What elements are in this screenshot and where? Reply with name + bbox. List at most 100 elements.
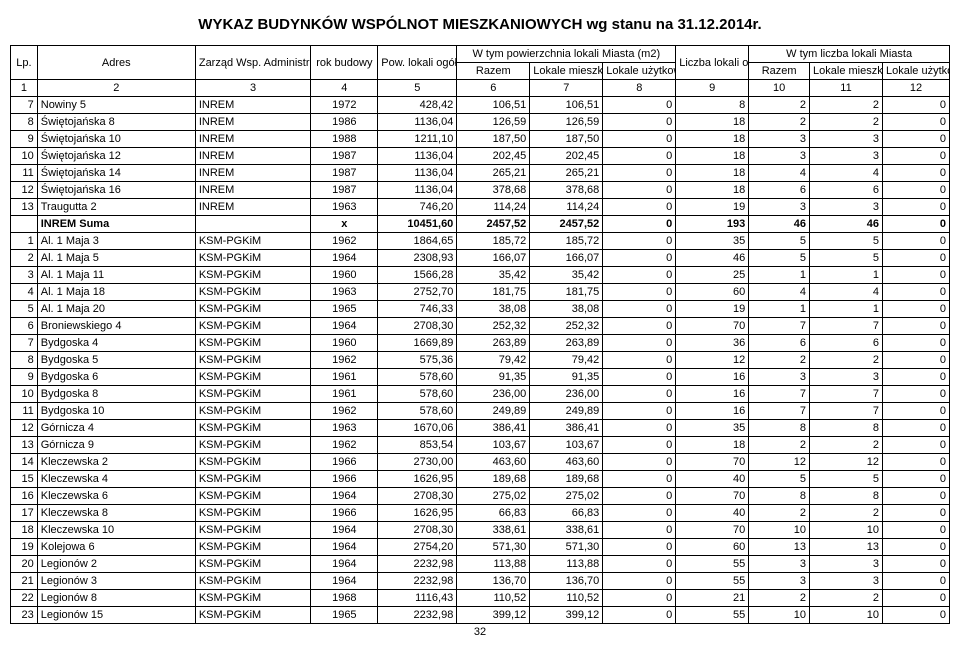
cell-zarz: KSM-PGKiM <box>195 403 311 420</box>
th-n7: 7 <box>530 80 603 97</box>
cell-lm2: 6 <box>810 335 883 352</box>
cell-lp: 10 <box>11 386 38 403</box>
table-row: 11Świętojańska 14INREM19871136,04265,212… <box>11 165 950 182</box>
table-row: 7Nowiny 5INREM1972428,42106,51106,510822… <box>11 97 950 114</box>
th-g2-razem: Razem <box>749 63 810 80</box>
cell-lm1: 103,67 <box>530 437 603 454</box>
cell-pow: 1136,04 <box>378 114 457 131</box>
cell-adres: Al. 1 Maja 3 <box>37 233 195 250</box>
cell-lu1: 0 <box>603 590 676 607</box>
table-row: 12Górnicza 4KSM-PGKiM19631670,06386,4138… <box>11 420 950 437</box>
cell-lm1: 106,51 <box>530 97 603 114</box>
cell-r2: 5 <box>749 250 810 267</box>
cell-lo: 70 <box>676 488 749 505</box>
cell-pow: 746,20 <box>378 199 457 216</box>
cell-lp: 12 <box>11 420 38 437</box>
cell-r2: 6 <box>749 182 810 199</box>
cell-lm2: 10 <box>810 522 883 539</box>
th-group1: W tym powierzchnia lokali Miasta (m2) <box>457 46 676 63</box>
cell-lm2: 2 <box>810 114 883 131</box>
cell-lp: 2 <box>11 250 38 267</box>
page-number: 32 <box>10 626 950 638</box>
cell-rok: 1960 <box>311 335 378 352</box>
cell-rok: 1987 <box>311 182 378 199</box>
cell-zarz: KSM-PGKiM <box>195 539 311 556</box>
table-row: 2Al. 1 Maja 5KSM-PGKiM19642308,93166,071… <box>11 250 950 267</box>
cell-lu2: 0 <box>882 471 949 488</box>
cell-lp: 12 <box>11 182 38 199</box>
cell-lu1: 0 <box>603 454 676 471</box>
cell-zarz: KSM-PGKiM <box>195 318 311 335</box>
cell-lu2: 0 <box>882 233 949 250</box>
cell-adres: Broniewskiego 4 <box>37 318 195 335</box>
cell-lu1: 0 <box>603 284 676 301</box>
cell-lu2: 0 <box>882 505 949 522</box>
cell-lp: 8 <box>11 114 38 131</box>
table-row: INREM Sumax10451,602457,522457,520193464… <box>11 216 950 233</box>
cell-rok: 1961 <box>311 369 378 386</box>
cell-lm1: 252,32 <box>530 318 603 335</box>
cell-adres: Kolejowa 6 <box>37 539 195 556</box>
cell-lm2: 2 <box>810 352 883 369</box>
cell-lm1: 185,72 <box>530 233 603 250</box>
cell-r2: 3 <box>749 199 810 216</box>
cell-lm1: 236,00 <box>530 386 603 403</box>
cell-r1: 463,60 <box>457 454 530 471</box>
cell-rok: 1962 <box>311 437 378 454</box>
cell-lm2: 3 <box>810 199 883 216</box>
table-row: 5Al. 1 Maja 20KSM-PGKiM1965746,3338,0838… <box>11 301 950 318</box>
cell-lo: 18 <box>676 114 749 131</box>
cell-lu2: 0 <box>882 590 949 607</box>
cell-lu1: 0 <box>603 301 676 318</box>
cell-lm1: 399,12 <box>530 607 603 624</box>
cell-lo: 60 <box>676 539 749 556</box>
cell-zarz: KSM-PGKiM <box>195 301 311 318</box>
cell-lo: 25 <box>676 267 749 284</box>
cell-lu1: 0 <box>603 505 676 522</box>
cell-adres: Świętojańska 10 <box>37 131 195 148</box>
cell-rok: 1966 <box>311 505 378 522</box>
cell-adres: Kleczewska 8 <box>37 505 195 522</box>
cell-zarz: KSM-PGKiM <box>195 454 311 471</box>
table-row: 13Traugutta 2INREM1963746,20114,24114,24… <box>11 199 950 216</box>
cell-r1: 35,42 <box>457 267 530 284</box>
page-title: WYKAZ BUDYNKÓW WSPÓLNOT MIESZKANIOWYCH w… <box>10 16 950 33</box>
cell-lp: 10 <box>11 148 38 165</box>
table-row: 9Bydgoska 6KSM-PGKiM1961578,6091,3591,35… <box>11 369 950 386</box>
cell-lu2: 0 <box>882 284 949 301</box>
cell-lm2: 8 <box>810 488 883 505</box>
th-n6: 6 <box>457 80 530 97</box>
cell-lm2: 4 <box>810 165 883 182</box>
cell-lm2: 13 <box>810 539 883 556</box>
cell-zarz <box>195 216 311 233</box>
cell-adres: Kleczewska 4 <box>37 471 195 488</box>
cell-lm2: 7 <box>810 403 883 420</box>
cell-lu2: 0 <box>882 335 949 352</box>
cell-lu2: 0 <box>882 454 949 471</box>
cell-zarz: KSM-PGKiM <box>195 250 311 267</box>
cell-lo: 35 <box>676 233 749 250</box>
cell-lp: 13 <box>11 199 38 216</box>
cell-zarz: KSM-PGKiM <box>195 233 311 250</box>
cell-lu1: 0 <box>603 386 676 403</box>
cell-zarz: KSM-PGKiM <box>195 437 311 454</box>
cell-pow: 578,60 <box>378 403 457 420</box>
cell-lu1: 0 <box>603 352 676 369</box>
cell-zarz: KSM-PGKiM <box>195 505 311 522</box>
table-row: 15Kleczewska 4KSM-PGKiM19661626,95189,68… <box>11 471 950 488</box>
cell-lo: 35 <box>676 420 749 437</box>
cell-lu2: 0 <box>882 369 949 386</box>
cell-rok: 1962 <box>311 352 378 369</box>
cell-r2: 1 <box>749 301 810 318</box>
cell-lo: 19 <box>676 199 749 216</box>
cell-zarz: KSM-PGKiM <box>195 284 311 301</box>
th-n4: 4 <box>311 80 378 97</box>
cell-lp: 16 <box>11 488 38 505</box>
cell-r2: 7 <box>749 386 810 403</box>
table-body: 7Nowiny 5INREM1972428,42106,51106,510822… <box>11 97 950 624</box>
cell-pow: 1626,95 <box>378 505 457 522</box>
cell-lm2: 7 <box>810 318 883 335</box>
table-row: 18Kleczewska 10KSM-PGKiM19642708,30338,6… <box>11 522 950 539</box>
cell-r1: 103,67 <box>457 437 530 454</box>
table-row: 4Al. 1 Maja 18KSM-PGKiM19632752,70181,75… <box>11 284 950 301</box>
